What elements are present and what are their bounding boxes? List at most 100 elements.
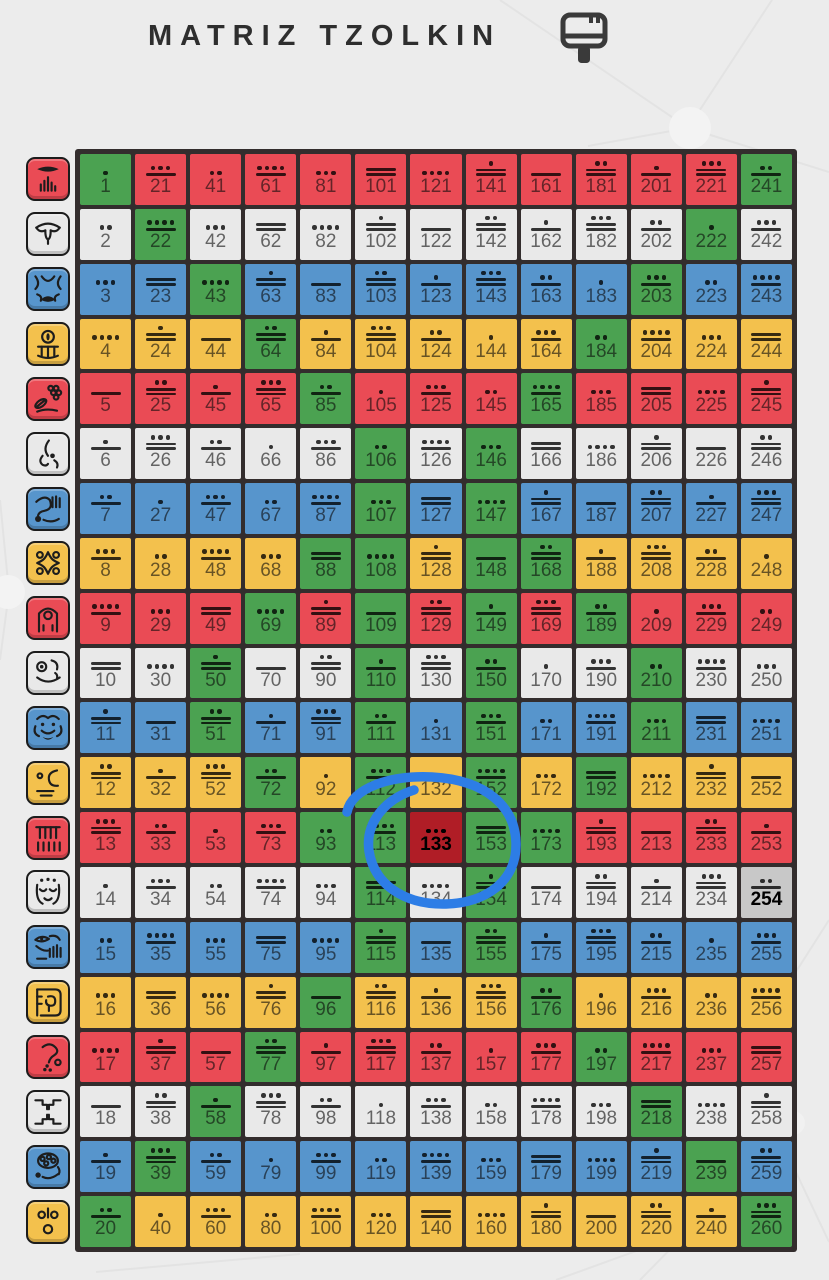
kin-cell-225[interactable]: 225 — [685, 373, 737, 425]
kin-cell-208[interactable]: 208 — [630, 537, 682, 589]
kin-cell-250[interactable]: 250 — [740, 647, 792, 699]
kin-cell-186[interactable]: 186 — [575, 428, 627, 480]
kin-cell-9[interactable]: 9 — [80, 592, 132, 644]
kin-cell-115[interactable]: 115 — [355, 921, 407, 973]
kin-cell-253[interactable]: 253 — [740, 812, 792, 864]
kin-cell-216[interactable]: 216 — [630, 976, 682, 1028]
kin-cell-120[interactable]: 120 — [355, 1196, 407, 1247]
kin-cell-32[interactable]: 32 — [135, 757, 187, 809]
kin-cell-134[interactable]: 134 — [410, 867, 462, 918]
kin-cell-35[interactable]: 35 — [135, 921, 187, 973]
kin-cell-59[interactable]: 59 — [190, 1141, 242, 1193]
kin-cell-243[interactable]: 243 — [740, 263, 792, 315]
kin-cell-202[interactable]: 202 — [630, 208, 682, 260]
kin-cell-145[interactable]: 145 — [465, 373, 517, 425]
kin-cell-173[interactable]: 173 — [520, 812, 572, 864]
kin-cell-57[interactable]: 57 — [190, 1031, 242, 1083]
kin-cell-182[interactable]: 182 — [575, 208, 627, 260]
kin-cell-256[interactable]: 256 — [740, 976, 792, 1028]
kin-cell-240[interactable]: 240 — [685, 1196, 737, 1247]
kin-cell-162[interactable]: 162 — [520, 208, 572, 260]
kin-cell-164[interactable]: 164 — [520, 318, 572, 370]
kin-cell-119[interactable]: 119 — [355, 1141, 407, 1193]
kin-cell-4[interactable]: 4 — [80, 318, 132, 370]
kin-cell-142[interactable]: 142 — [465, 208, 517, 260]
kin-cell-219[interactable]: 219 — [630, 1141, 682, 1193]
kin-cell-229[interactable]: 229 — [685, 592, 737, 644]
kin-cell-20[interactable]: 20 — [80, 1196, 132, 1247]
kin-cell-103[interactable]: 103 — [355, 263, 407, 315]
kin-cell-159[interactable]: 159 — [465, 1141, 517, 1193]
kin-cell-171[interactable]: 171 — [520, 702, 572, 754]
kin-cell-98[interactable]: 98 — [300, 1086, 352, 1138]
kin-cell-106[interactable]: 106 — [355, 428, 407, 480]
kin-cell-248[interactable]: 248 — [740, 537, 792, 589]
kin-cell-252[interactable]: 252 — [740, 757, 792, 809]
kin-cell-42[interactable]: 42 — [190, 208, 242, 260]
kin-cell-17[interactable]: 17 — [80, 1031, 132, 1083]
kin-cell-258[interactable]: 258 — [740, 1086, 792, 1138]
kin-cell-117[interactable]: 117 — [355, 1031, 407, 1083]
kin-cell-44[interactable]: 44 — [190, 318, 242, 370]
kin-cell-251[interactable]: 251 — [740, 702, 792, 754]
kin-cell-141[interactable]: 141 — [465, 154, 517, 205]
kin-cell-81[interactable]: 81 — [300, 154, 352, 205]
kin-cell-13[interactable]: 13 — [80, 812, 132, 864]
kin-cell-220[interactable]: 220 — [630, 1196, 682, 1247]
kin-cell-73[interactable]: 73 — [245, 812, 297, 864]
kin-cell-196[interactable]: 196 — [575, 976, 627, 1028]
kin-cell-149[interactable]: 149 — [465, 592, 517, 644]
kin-cell-97[interactable]: 97 — [300, 1031, 352, 1083]
kin-cell-212[interactable]: 212 — [630, 757, 682, 809]
kin-cell-31[interactable]: 31 — [135, 702, 187, 754]
kin-cell-101[interactable]: 101 — [355, 154, 407, 205]
kin-cell-24[interactable]: 24 — [135, 318, 187, 370]
kin-cell-71[interactable]: 71 — [245, 702, 297, 754]
kin-cell-191[interactable]: 191 — [575, 702, 627, 754]
kin-cell-138[interactable]: 138 — [410, 1086, 462, 1138]
kin-cell-82[interactable]: 82 — [300, 208, 352, 260]
kin-cell-199[interactable]: 199 — [575, 1141, 627, 1193]
kin-cell-61[interactable]: 61 — [245, 154, 297, 205]
kin-cell-184[interactable]: 184 — [575, 318, 627, 370]
kin-cell-62[interactable]: 62 — [245, 208, 297, 260]
kin-cell-151[interactable]: 151 — [465, 702, 517, 754]
kin-cell-3[interactable]: 3 — [80, 263, 132, 315]
kin-cell-168[interactable]: 168 — [520, 537, 572, 589]
kin-cell-123[interactable]: 123 — [410, 263, 462, 315]
kin-cell-23[interactable]: 23 — [135, 263, 187, 315]
kin-cell-176[interactable]: 176 — [520, 976, 572, 1028]
kin-cell-165[interactable]: 165 — [520, 373, 572, 425]
kin-cell-8[interactable]: 8 — [80, 537, 132, 589]
kin-cell-210[interactable]: 210 — [630, 647, 682, 699]
kin-cell-160[interactable]: 160 — [465, 1196, 517, 1247]
kin-cell-167[interactable]: 167 — [520, 483, 572, 534]
kin-cell-259[interactable]: 259 — [740, 1141, 792, 1193]
kin-cell-193[interactable]: 193 — [575, 812, 627, 864]
kin-cell-30[interactable]: 30 — [135, 647, 187, 699]
kin-cell-247[interactable]: 247 — [740, 483, 792, 534]
format-paint-icon[interactable] — [558, 10, 610, 66]
kin-cell-126[interactable]: 126 — [410, 428, 462, 480]
kin-cell-179[interactable]: 179 — [520, 1141, 572, 1193]
kin-cell-54[interactable]: 54 — [190, 867, 242, 918]
kin-cell-33[interactable]: 33 — [135, 812, 187, 864]
kin-cell-140[interactable]: 140 — [410, 1196, 462, 1247]
kin-cell-203[interactable]: 203 — [630, 263, 682, 315]
kin-cell-158[interactable]: 158 — [465, 1086, 517, 1138]
kin-cell-154[interactable]: 154 — [465, 867, 517, 918]
kin-cell-6[interactable]: 6 — [80, 428, 132, 480]
kin-cell-185[interactable]: 185 — [575, 373, 627, 425]
kin-cell-43[interactable]: 43 — [190, 263, 242, 315]
kin-cell-99[interactable]: 99 — [300, 1141, 352, 1193]
kin-cell-107[interactable]: 107 — [355, 483, 407, 534]
kin-cell-195[interactable]: 195 — [575, 921, 627, 973]
kin-cell-7[interactable]: 7 — [80, 483, 132, 534]
kin-cell-192[interactable]: 192 — [575, 757, 627, 809]
kin-cell-187[interactable]: 187 — [575, 483, 627, 534]
kin-cell-83[interactable]: 83 — [300, 263, 352, 315]
kin-cell-233[interactable]: 233 — [685, 812, 737, 864]
kin-cell-127[interactable]: 127 — [410, 483, 462, 534]
kin-cell-150[interactable]: 150 — [465, 647, 517, 699]
kin-cell-226[interactable]: 226 — [685, 428, 737, 480]
